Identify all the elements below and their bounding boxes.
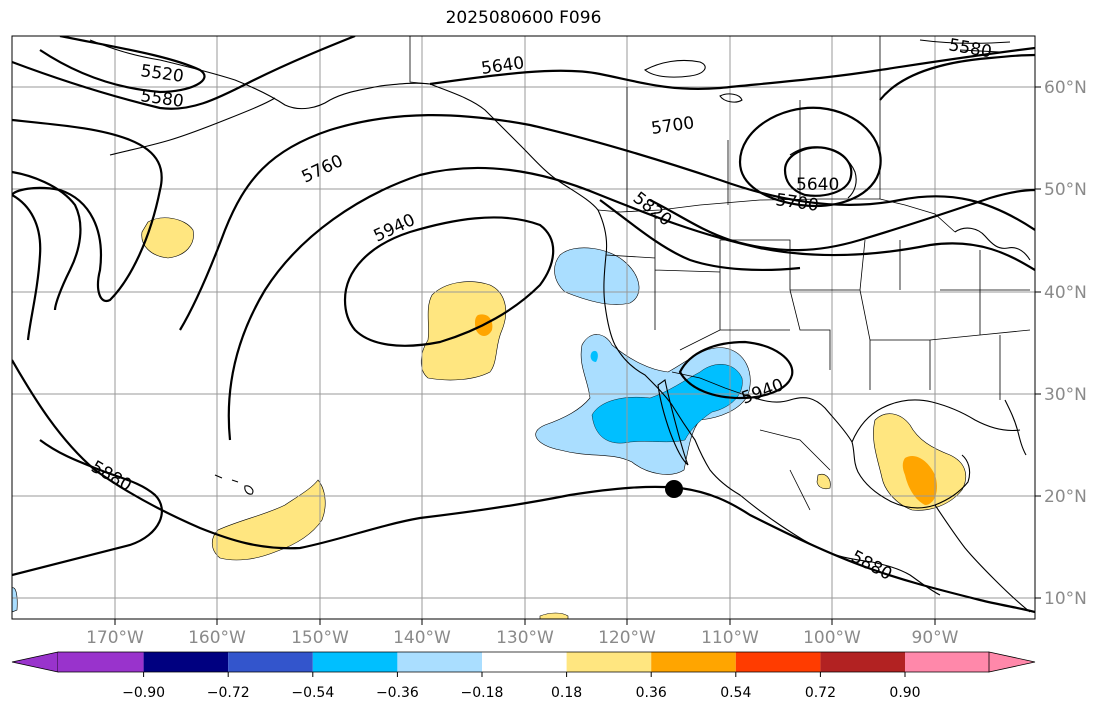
latitude-label: 50°N [1044,180,1087,200]
colorbar-tick-label: −0.54 [291,685,334,701]
colorbar-segment [312,652,398,672]
longitude-label: 90°W [912,628,959,648]
negative-anomaly-region-north [554,247,640,305]
map-title: 2025080600 F096 [445,8,602,28]
shaded-anomaly-regions [12,217,966,619]
colorbar: −0.90 −0.72 −0.54 −0.36 −0.18 0.18 0.36 … [11,651,1036,701]
colorbar-tick-label: 0.90 [889,685,920,701]
colorbar-tick-label: 0.36 [636,685,667,701]
longitude-label: 160°W [188,628,246,648]
colorbar-tick-label: 0.18 [551,685,582,701]
negative-anomaly-region-corner [12,587,18,613]
positive-anomaly-core-gulf [902,455,937,505]
longitude-axis: 170°W 160°W 150°W 140°W 130°W 120°W 110°… [86,619,959,648]
longitude-label: 170°W [86,628,144,648]
coastlines [89,39,1031,613]
negative-anomaly-core-small [590,350,598,362]
colorbar-tick-label: −0.90 [122,685,165,701]
colorbar-tick-label: −0.18 [461,685,504,701]
colorbar-segment [58,652,144,672]
colorbar-tick-label: 0.72 [805,685,836,701]
colorbar-segment [735,652,821,672]
colorbar-segment [143,652,229,672]
colorbar-tick-label: −0.72 [207,685,250,701]
colorbar-segment [482,652,567,672]
latitude-label: 10°N [1044,589,1087,609]
colorbar-tick-label: −0.36 [376,685,419,701]
longitude-label: 110°W [701,628,759,648]
colorbar-segment [228,652,313,672]
positive-anomaly-region-pacific-mid [420,281,506,381]
latitude-label: 40°N [1044,283,1087,303]
positive-anomaly-region-bottom [539,612,569,619]
colorbar-segment [905,652,989,672]
longitude-label: 100°W [803,628,861,648]
storm-center-marker [665,480,683,498]
latitude-label: 30°N [1044,385,1087,405]
positive-anomaly-region-small [816,473,831,490]
latitude-axis: 60°N 50°N 40°N 30°N 20°N 10°N [1035,78,1087,609]
colorbar-segment [651,652,736,672]
positive-anomaly-region-hawaii [211,479,326,561]
height-contours [12,36,1035,614]
colorbar-extend-low [11,651,59,673]
latitude-label: 60°N [1044,78,1087,98]
latitude-label: 20°N [1044,487,1087,507]
colorbar-segment [820,652,905,672]
colorbar-segment [566,652,652,672]
colorbar-segment [397,652,482,672]
contour-label: 5640 [796,175,839,195]
map-gridlines [12,36,1035,619]
colorbar-tick-label: 0.54 [720,685,751,701]
map-border [11,35,1036,620]
positive-anomaly-region-pacific-north [141,217,194,259]
longitude-label: 140°W [393,628,451,648]
longitude-label: 150°W [291,628,349,648]
colorbar-extend-high [988,651,1036,673]
longitude-label: 120°W [598,628,656,648]
longitude-label: 130°W [496,628,554,648]
